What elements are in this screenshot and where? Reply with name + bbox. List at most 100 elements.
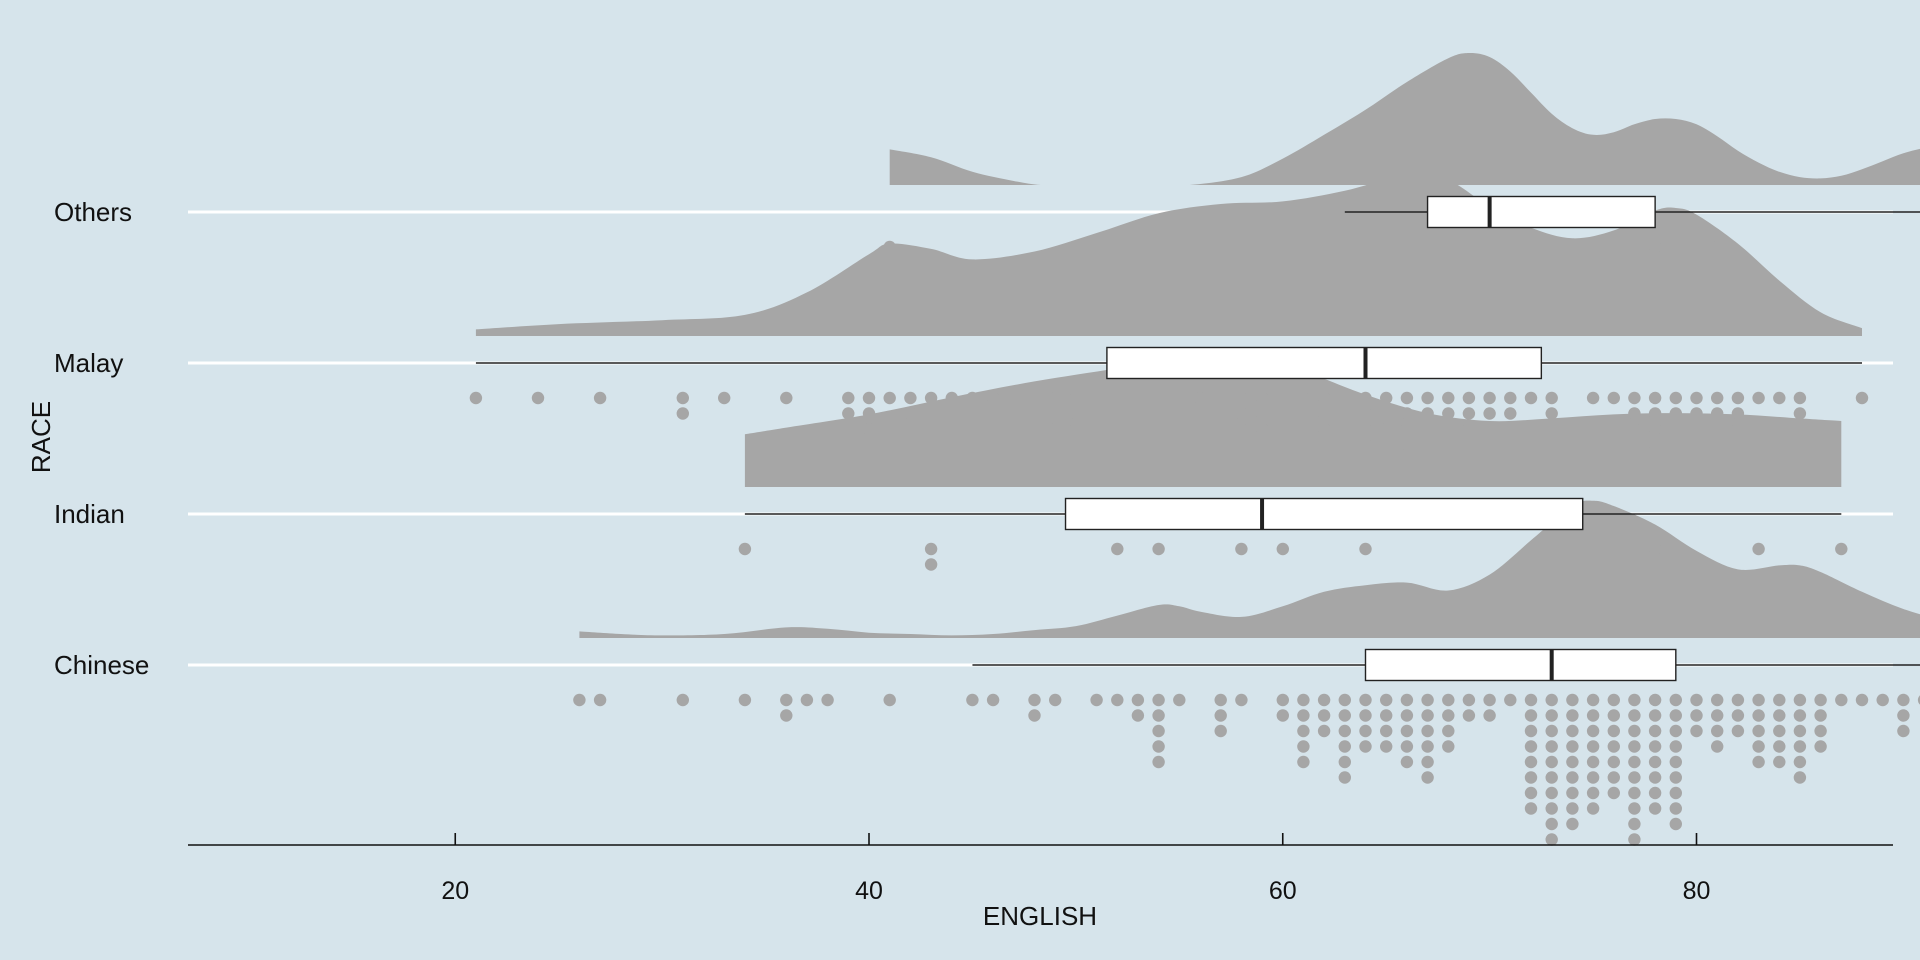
data-point-chinese xyxy=(1338,693,1352,707)
data-point-chinese xyxy=(1690,724,1703,738)
data-point-malay xyxy=(904,391,917,405)
density-cloud-malay xyxy=(475,174,1862,336)
data-point-others xyxy=(1483,240,1496,254)
data-point-chinese xyxy=(1524,771,1538,784)
data-point-chinese xyxy=(1545,724,1558,738)
data-point-malay xyxy=(1855,391,1869,405)
data-point-chinese xyxy=(1814,709,1827,722)
data-point-chinese xyxy=(1752,693,1765,707)
data-point-malay xyxy=(1731,422,1745,436)
data-point-malay xyxy=(862,438,876,451)
data-point-malay xyxy=(945,407,958,420)
data-point-chinese xyxy=(1648,786,1662,800)
dot-rain xyxy=(469,240,1920,846)
data-point-chinese xyxy=(1400,709,1414,722)
data-point-chinese xyxy=(1773,724,1786,738)
data-point-chinese xyxy=(1297,740,1310,753)
data-point-others xyxy=(1648,240,1662,254)
data-point-malay xyxy=(883,391,896,405)
data-point-malay xyxy=(1442,422,1455,436)
data-point-chinese xyxy=(1380,693,1393,707)
data-point-chinese xyxy=(1524,709,1538,722)
data-point-malay xyxy=(1586,391,1600,405)
data-point-malay xyxy=(1731,407,1745,420)
data-point-malay xyxy=(1276,407,1290,420)
data-point-chinese xyxy=(1628,755,1641,769)
data-point-chinese xyxy=(800,693,814,707)
data-point-malay xyxy=(1152,407,1165,420)
category-labels: Others Malay Indian Chinese xyxy=(54,197,149,680)
data-point-chinese xyxy=(1793,755,1807,769)
data-point-chinese xyxy=(1773,755,1786,769)
data-point-malay xyxy=(1793,391,1807,405)
data-point-chinese xyxy=(1566,817,1579,831)
data-point-chinese xyxy=(1380,724,1393,738)
data-point-malay xyxy=(1380,391,1393,405)
data-point-indian xyxy=(1276,542,1290,556)
box-iqr-chinese xyxy=(1364,648,1677,682)
data-point-chinese xyxy=(1607,709,1621,722)
data-point-malay xyxy=(1049,391,1062,405)
data-point-chinese xyxy=(1462,709,1476,722)
data-point-chinese xyxy=(1421,740,1434,753)
data-point-chinese xyxy=(1545,709,1558,722)
data-point-others xyxy=(1711,240,1724,254)
data-point-chinese xyxy=(1669,755,1683,769)
data-point-chinese xyxy=(1545,771,1558,784)
data-point-chinese xyxy=(1317,709,1331,722)
data-point-chinese xyxy=(1628,693,1641,707)
data-point-chinese xyxy=(1214,693,1227,707)
data-point-malay xyxy=(1276,391,1290,405)
data-point-malay xyxy=(1648,422,1662,436)
data-point-malay xyxy=(1317,422,1331,436)
data-point-chinese xyxy=(1669,771,1683,784)
x-tick-label-40: 40 xyxy=(855,877,883,905)
data-point-chinese xyxy=(1628,786,1641,800)
data-point-malay xyxy=(1690,407,1703,420)
data-point-chinese xyxy=(1442,740,1455,753)
data-point-chinese xyxy=(1669,740,1683,753)
data-point-chinese xyxy=(1814,740,1827,753)
data-point-malay xyxy=(904,407,917,420)
data-point-malay xyxy=(1400,438,1414,451)
data-point-chinese xyxy=(1545,833,1558,846)
data-point-chinese xyxy=(1814,693,1827,707)
data-point-malay xyxy=(1111,391,1124,405)
x-tick-label-60: 60 xyxy=(1269,877,1297,905)
data-point-chinese xyxy=(1752,740,1765,753)
data-point-malay xyxy=(1648,438,1662,451)
data-point-malay xyxy=(1255,407,1269,420)
data-point-malay xyxy=(1297,391,1310,405)
data-point-malay xyxy=(1545,407,1558,420)
data-point-chinese xyxy=(1752,724,1765,738)
data-point-malay xyxy=(924,391,938,405)
data-point-chinese xyxy=(1421,771,1434,784)
data-point-malay xyxy=(780,391,793,405)
data-point-malay xyxy=(1607,391,1621,405)
data-point-malay xyxy=(1235,407,1248,420)
data-point-malay xyxy=(718,391,731,405)
category-label-malay: Malay xyxy=(54,348,123,378)
data-point-malay xyxy=(1214,407,1227,420)
data-point-chinese xyxy=(1897,693,1910,707)
data-point-chinese xyxy=(1669,786,1683,800)
data-point-malay xyxy=(1338,391,1352,405)
data-point-chinese xyxy=(1152,740,1165,753)
data-point-chinese xyxy=(1504,693,1517,707)
data-point-malay xyxy=(1648,391,1662,405)
data-point-chinese xyxy=(1524,802,1538,815)
data-point-chinese xyxy=(1545,755,1558,769)
density-cloud-indian xyxy=(744,354,1842,487)
data-point-chinese xyxy=(1648,724,1662,738)
data-point-malay xyxy=(1173,391,1186,405)
data-point-chinese xyxy=(1400,755,1414,769)
category-label-indian: Indian xyxy=(54,499,125,529)
data-point-chinese xyxy=(1897,724,1910,738)
data-point-malay xyxy=(1524,391,1538,405)
data-point-chinese xyxy=(1793,724,1807,738)
data-point-malay xyxy=(1235,391,1248,405)
data-point-indian xyxy=(1152,542,1165,556)
data-point-malay xyxy=(1483,422,1496,436)
data-point-chinese xyxy=(1442,709,1455,722)
